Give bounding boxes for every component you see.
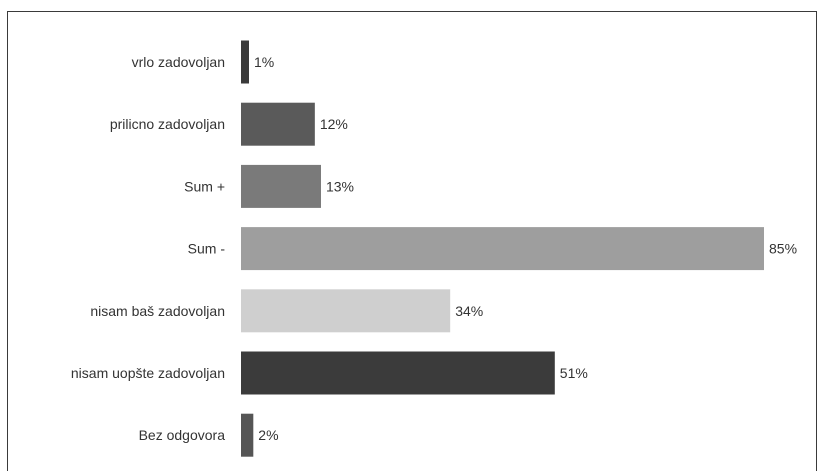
value-label: 34% [455, 303, 483, 319]
value-label: 1% [254, 54, 274, 70]
bar [241, 40, 249, 84]
bar [241, 164, 321, 208]
bar [241, 102, 315, 146]
category-label: nisam uopšte zadovoljan [71, 365, 225, 381]
value-label: 51% [560, 365, 588, 381]
value-label: 12% [320, 116, 348, 132]
value-label: 85% [769, 241, 797, 257]
bar [241, 413, 254, 457]
category-label: nisam baš zadovoljan [90, 303, 225, 319]
bar [241, 351, 555, 395]
bar [241, 227, 764, 271]
bar [241, 289, 451, 333]
category-label: prilicno zadovoljan [110, 116, 225, 132]
category-label: Sum + [184, 178, 225, 194]
category-label: vrlo zadovoljan [132, 54, 225, 70]
value-label: 13% [326, 178, 354, 194]
category-label: Sum - [188, 241, 226, 257]
category-label: Bez odgovora [139, 427, 226, 443]
value-label: 2% [258, 427, 278, 443]
